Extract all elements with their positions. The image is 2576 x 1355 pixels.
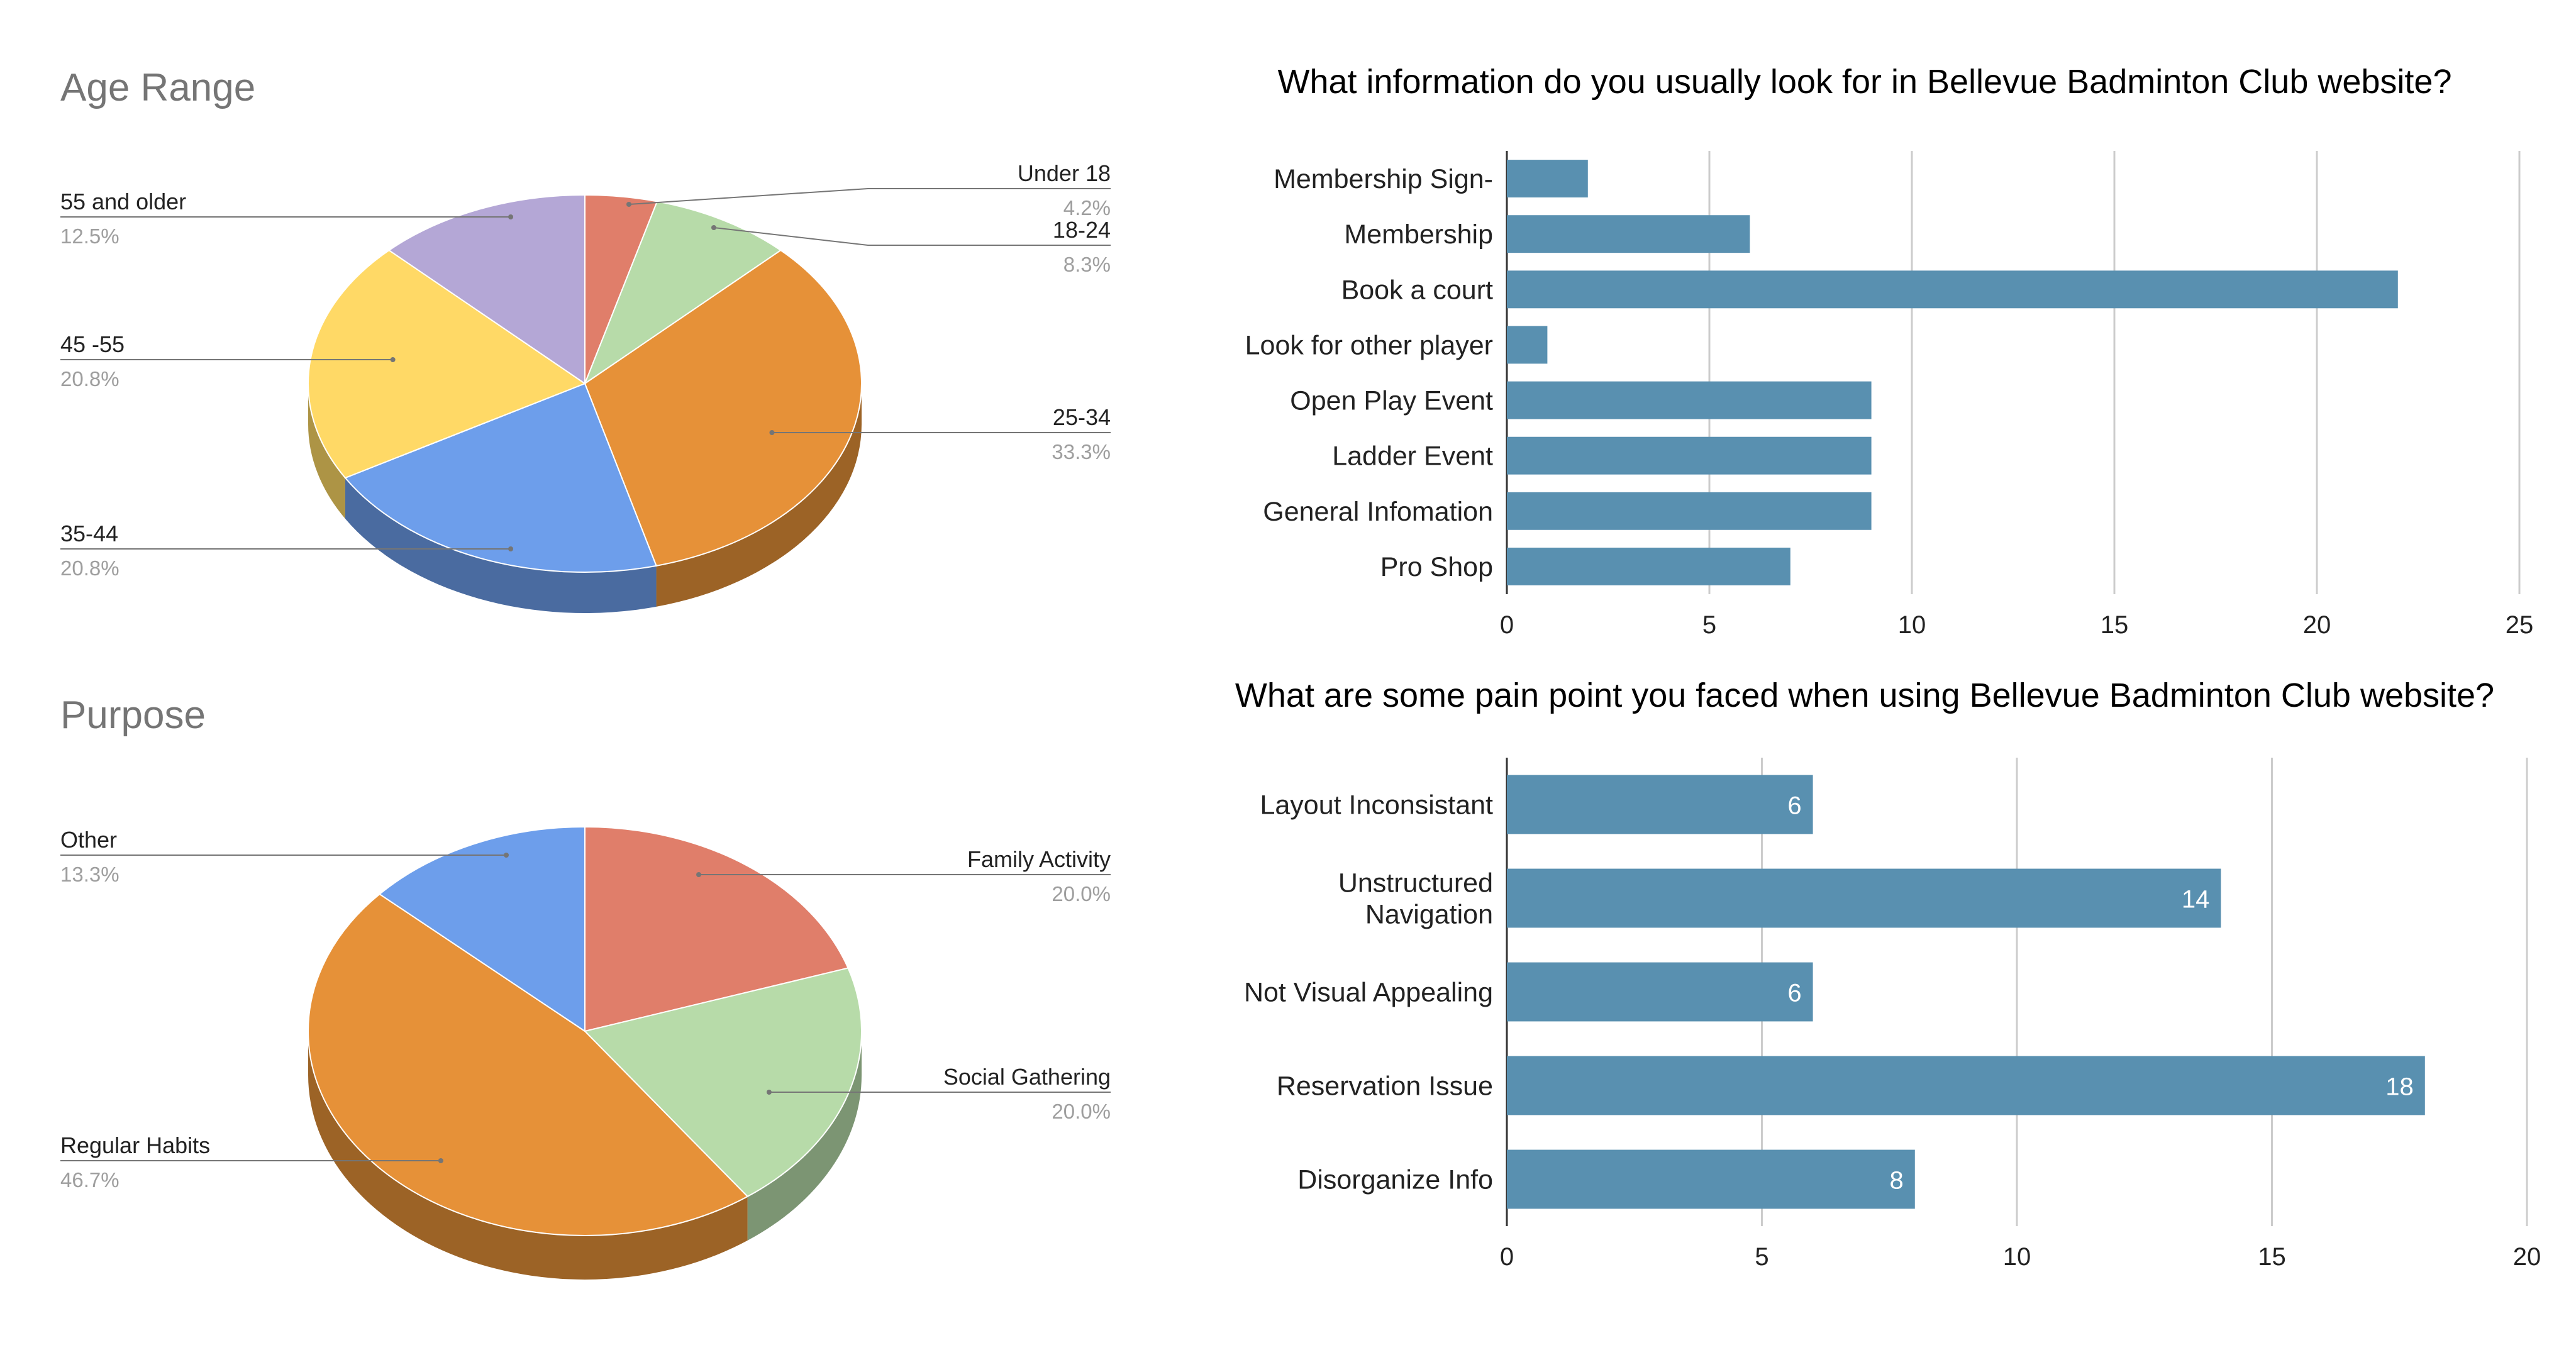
pie-pct: 20.8%	[60, 367, 119, 390]
pie-leader-dot-0	[696, 872, 702, 877]
bar-data-label: 6	[1787, 980, 1801, 1007]
x-tick-label: 20	[2303, 611, 2331, 639]
pie-label: 45 -55	[60, 331, 125, 357]
pie-side-1	[747, 1031, 862, 1241]
pie-slice-2	[308, 893, 749, 1236]
pie-side-2	[656, 384, 862, 607]
pie-slice-3	[378, 826, 586, 1032]
pie-title: Age Range	[60, 66, 255, 109]
x-tick-label: 15	[2101, 611, 2129, 639]
x-tick-label: 10	[2003, 1243, 2031, 1271]
pie-side-4	[308, 384, 345, 519]
category-label: Disorganize Info	[1297, 1165, 1493, 1195]
pie-label: Under 18	[1018, 160, 1111, 186]
category-label: Membership Sign-	[1274, 164, 1493, 194]
pie-label: Regular Habits	[60, 1132, 210, 1158]
pie-pct: 20.0%	[1052, 882, 1111, 905]
category-label: Look for other player	[1245, 330, 1493, 360]
pie-pct: 12.5%	[60, 224, 119, 248]
pie-slice-1	[583, 201, 782, 385]
bar-3	[1507, 1056, 2425, 1115]
pie-pct: 13.3%	[60, 863, 119, 886]
x-tick-label: 0	[1500, 1243, 1514, 1271]
x-tick-label: 10	[1898, 611, 1926, 639]
bar-4	[1507, 381, 1872, 419]
pie-leader-dot-0	[626, 202, 631, 207]
bar-data-label: 18	[2385, 1073, 2414, 1101]
bar-7	[1507, 547, 1790, 585]
pie-slice-3	[344, 382, 657, 573]
bar-data-label: 14	[2182, 886, 2210, 914]
category-label: Pro Shop	[1380, 552, 1493, 582]
category-label: Open Play Event	[1290, 386, 1493, 416]
bar-chart-2: What information do you usually look for…	[1245, 63, 2534, 639]
category-label: General Infomation	[1263, 497, 1493, 527]
bar-data-label: 8	[1890, 1167, 1904, 1195]
x-tick-label: 20	[2513, 1243, 2541, 1271]
pie-leader-dot-5	[508, 214, 514, 219]
pie-label: Family Activity	[967, 846, 1111, 872]
pie-leader-dot-2	[438, 1158, 443, 1163]
pie-label: 25-34	[1053, 404, 1111, 430]
category-label: Unstructured	[1338, 868, 1493, 899]
pie-leader-dot-1	[766, 1090, 772, 1095]
pie-pct: 20.0%	[1052, 1100, 1111, 1123]
pie-slice-4	[308, 249, 587, 479]
bar-chart-title: What information do you usually look for…	[1277, 63, 2451, 101]
category-label: Membership	[1344, 219, 1493, 250]
pie-slice-1	[584, 967, 862, 1198]
pie-label: 55 and older	[60, 189, 186, 214]
pie-pct: 20.8%	[60, 556, 119, 580]
bar-6	[1507, 492, 1872, 530]
category-label: Layout Inconsistant	[1260, 790, 1493, 821]
pie-label: 18-24	[1053, 217, 1111, 243]
pie-title: Purpose	[60, 694, 206, 737]
pie-pct: 8.3%	[1063, 253, 1111, 276]
pie-leader-1	[713, 227, 1111, 246]
pie-side-2	[308, 1031, 748, 1280]
pie-pct: 46.7%	[60, 1168, 119, 1192]
bar-1	[1507, 868, 2221, 928]
category-label: Not Visual Appealing	[1244, 978, 1493, 1008]
pie-leader-dot-4	[390, 357, 396, 362]
x-tick-label: 15	[2258, 1243, 2286, 1271]
pie-leader-0	[628, 188, 1111, 205]
category-label: Book a court	[1341, 275, 1493, 305]
pie-slice-0	[584, 826, 849, 1032]
pie-side-3	[345, 478, 657, 613]
pie-pct: 33.3%	[1052, 440, 1111, 463]
pie-slice-5	[387, 194, 586, 385]
pie-leader-dot-3	[504, 853, 509, 858]
category-label: Navigation	[1365, 900, 1493, 930]
pie-leader-dot-3	[508, 546, 514, 551]
bar-data-label: 6	[1787, 792, 1801, 820]
pie-pct: 4.2%	[1063, 196, 1111, 219]
pie-label: Other	[60, 827, 117, 853]
category-label: Reservation Issue	[1277, 1071, 1493, 1102]
pie-leader-dot-1	[711, 225, 716, 230]
bar-1	[1507, 215, 1750, 253]
pie-chart-1: Purpose Family Activity 20.0% Social Gather…	[60, 694, 1111, 1280]
x-tick-label: 25	[2506, 611, 2534, 639]
bar-2	[1507, 962, 1813, 1022]
bar-chart-3: What are some pain point you faced when …	[1235, 677, 2541, 1271]
bar-2	[1507, 270, 2398, 309]
bar-4	[1507, 1149, 1915, 1209]
bar-3	[1507, 326, 1548, 364]
pie-label: Social Gathering	[943, 1064, 1111, 1090]
pie-chart-0: Age Range Under 18 4.2%18-24 8.3% 25-34 33.3%…	[60, 66, 1111, 613]
bar-5	[1507, 436, 1872, 475]
bar-0	[1507, 775, 1813, 834]
bar-0	[1507, 160, 1588, 198]
x-tick-label: 5	[1755, 1243, 1768, 1271]
x-tick-label: 0	[1500, 611, 1514, 639]
pie-label: 35-44	[60, 521, 118, 546]
category-label: Ladder Event	[1332, 441, 1493, 472]
pie-leader-dot-2	[769, 430, 775, 435]
bar-chart-title: What are some pain point you faced when …	[1235, 677, 2494, 714]
x-tick-label: 5	[1702, 611, 1716, 639]
